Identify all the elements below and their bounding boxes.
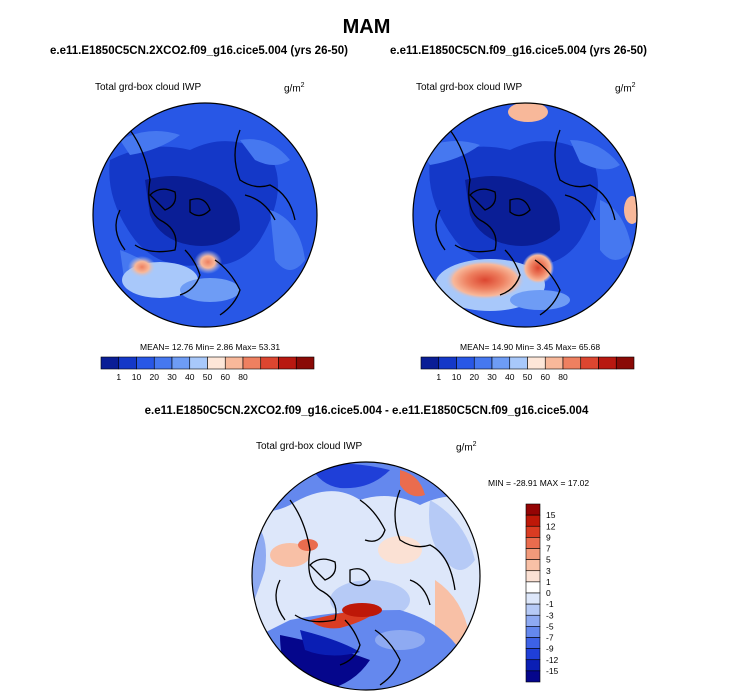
colorbar-left-swatch <box>224 356 244 370</box>
colorbar-right-tick-label: 60 <box>541 372 551 382</box>
diff-colorbar-tick-label: -1 <box>546 599 554 609</box>
colorbar-left-swatch <box>100 356 120 370</box>
diff-colorbar-swatch <box>525 525 541 538</box>
colorbar-left-swatch <box>153 356 173 370</box>
diff-colorbar-tick-label: -12 <box>546 655 559 665</box>
colorbar-right-swatch <box>420 356 440 370</box>
colorbar-left-swatch <box>295 356 315 370</box>
diff-colorbar-swatch <box>525 548 541 560</box>
diff-colorbar-tick-label: 3 <box>546 566 551 576</box>
colorbar-left-swatch <box>260 356 279 370</box>
diff-colorbar-swatch <box>525 614 541 627</box>
colorbar-left-tick-label: 1 <box>116 372 121 382</box>
diff-colorbar-swatch <box>525 559 541 572</box>
diff-colorbar-tick-label: -5 <box>546 621 554 631</box>
panel-right-variable: Total grd-box cloud IWP <box>416 82 523 93</box>
diff-colorbar-tick-label: 0 <box>546 588 551 598</box>
diff-stats: MIN = -28.91 MAX = 17.02 <box>488 478 590 488</box>
diff-variable: Total grd-box cloud IWP <box>256 441 363 452</box>
panel-left-map <box>92 102 318 328</box>
colorbar-right-swatch <box>562 356 582 370</box>
diff-units: g/m2 <box>456 441 477 454</box>
panel-left-colorbar: 1 10 20 30 40 50 60 80 <box>100 356 315 382</box>
colorbar-right-swatch <box>580 356 599 370</box>
page-title: MAM <box>342 16 391 38</box>
diff-colorbar-swatch <box>525 659 541 672</box>
colorbar-right-swatch <box>438 356 457 370</box>
diff-colorbar-swatch <box>525 637 541 649</box>
colorbar-right-swatch <box>473 356 493 370</box>
diff-colorbar-swatch <box>525 537 541 549</box>
colorbar-left-tick-label: 50 <box>203 372 213 382</box>
colorbar-right-tick-label: 20 <box>470 372 480 382</box>
diff-colorbar-swatch <box>525 670 541 683</box>
panel-right-title: e.e11.E1850C5CN.f09_g16.cice5.004 (yrs 2… <box>390 45 648 57</box>
colorbar-right-tick-label: 40 <box>505 372 515 382</box>
panel-right-map <box>412 102 638 328</box>
colorbar-left-tick-label: 10 <box>132 372 142 382</box>
colorbar-right-tick-label: 50 <box>523 372 533 382</box>
diff-colorbar-tick-label: -3 <box>546 610 554 620</box>
colorbar-right-swatch <box>509 356 528 370</box>
diff-colorbar-tick-label: 15 <box>546 510 556 520</box>
diff-colorbar-tick-label: 1 <box>546 577 551 587</box>
colorbar-right-swatch <box>598 356 617 370</box>
diff-colorbar-tick-label: 12 <box>546 521 556 531</box>
diff-colorbar-swatch <box>525 603 541 616</box>
colorbar-left-swatch <box>171 356 191 370</box>
diff-map <box>251 461 481 691</box>
panel-left-title: e.e11.E1850C5CN.2XCO2.f09_g16.cice5.004 … <box>50 45 348 57</box>
colorbar-right-swatch <box>527 356 546 370</box>
diff-colorbar-swatch <box>525 626 541 638</box>
colorbar-right-tick-label: 10 <box>452 372 462 382</box>
diff-colorbar-tick-label: -7 <box>546 633 554 643</box>
colorbar-left-tick-label: 20 <box>150 372 160 382</box>
colorbar-left-swatch <box>118 356 137 370</box>
colorbar-left-tick-label: 60 <box>221 372 231 382</box>
colorbar-left-swatch <box>136 356 155 370</box>
colorbar-left-swatch <box>189 356 208 370</box>
panel-left-stats: MEAN= 12.76 Min= 2.86 Max= 53.31 <box>140 342 281 352</box>
colorbar-left-tick-label: 30 <box>167 372 177 382</box>
colorbar-left-swatch <box>207 356 226 370</box>
colorbar-right-swatch <box>491 356 511 370</box>
diff-colorbar-tick-label: 7 <box>546 544 551 554</box>
panel-right-stats: MEAN= 14.90 Min= 3.45 Max= 65.68 <box>460 342 601 352</box>
diff-colorbar-tick-label: -15 <box>546 666 559 676</box>
colorbar-left-tick-label: 80 <box>238 372 248 382</box>
diff-colorbar-swatch <box>525 581 541 594</box>
panel-left-variable: Total grd-box cloud IWP <box>95 82 202 93</box>
diff-colorbar-swatch <box>525 503 541 516</box>
diff-colorbar-swatch <box>525 592 541 605</box>
diff-colorbar-swatch <box>525 570 541 583</box>
colorbar-right-swatch <box>544 356 564 370</box>
colorbar-left-swatch <box>278 356 297 370</box>
panel-right-colorbar: 1 10 20 30 40 50 60 80 <box>420 356 635 382</box>
panel-left-units: g/m2 <box>284 82 305 95</box>
colorbar-right-tick-label: 80 <box>558 372 568 382</box>
colorbar-right-swatch <box>615 356 635 370</box>
diff-colorbar-tick-label: 5 <box>546 555 551 565</box>
diff-title: e.e11.E1850C5CN.2XCO2.f09_g16.cice5.004 … <box>144 405 589 417</box>
colorbar-right-tick-label: 30 <box>487 372 497 382</box>
colorbar-left-swatch <box>242 356 262 370</box>
colorbar-right-swatch <box>456 356 475 370</box>
diff-colorbar-swatch <box>525 514 541 527</box>
diff-colorbar-swatch <box>525 648 541 661</box>
colorbar-left-tick-label: 40 <box>185 372 195 382</box>
colorbar-right-tick-label: 1 <box>436 372 441 382</box>
panel-right-units: g/m2 <box>615 82 636 95</box>
diff-colorbar-tick-label: -9 <box>546 644 554 654</box>
diff-colorbar-tick-label: 9 <box>546 532 551 542</box>
